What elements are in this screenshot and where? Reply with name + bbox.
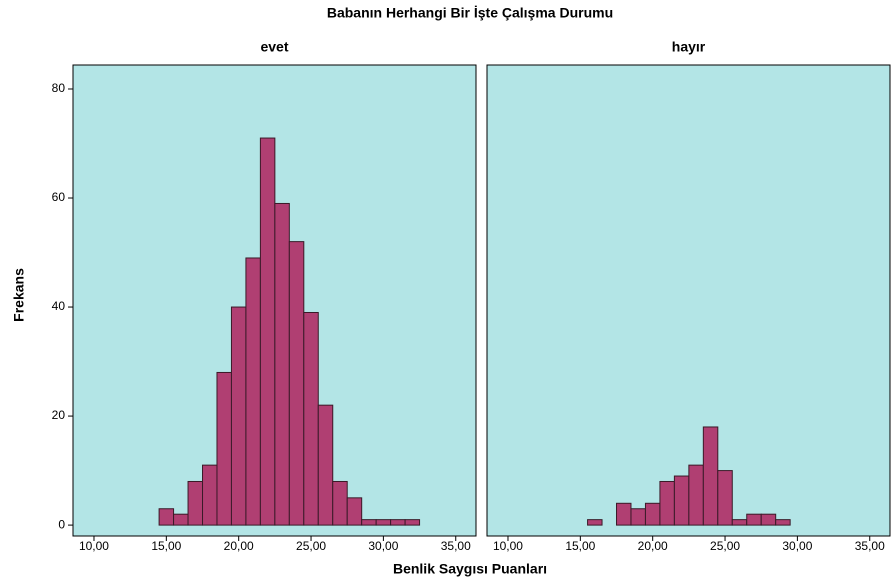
bar xyxy=(404,519,421,526)
bar xyxy=(303,311,319,526)
bar xyxy=(673,475,690,526)
x-tick-label: 35,00 xyxy=(855,539,885,553)
chart-title: Babanın Herhangi Bir İşte Çalışma Durumu xyxy=(327,5,613,21)
bar xyxy=(173,513,189,526)
bar xyxy=(202,464,218,526)
bar xyxy=(775,519,791,526)
y-tick-label: 80 xyxy=(52,81,66,95)
bar xyxy=(630,508,646,526)
bar xyxy=(702,426,719,526)
x-tick-label: 25,00 xyxy=(296,539,326,553)
x-axis-label: Benlik Saygısı Puanları xyxy=(393,561,547,577)
y-tick-label: 40 xyxy=(52,299,66,313)
bar xyxy=(216,371,232,526)
bar xyxy=(259,137,276,526)
bar xyxy=(274,202,290,526)
bar xyxy=(288,241,305,526)
panel-title: hayır xyxy=(672,39,706,55)
bar xyxy=(659,480,675,526)
bar xyxy=(616,502,632,526)
bar xyxy=(746,513,762,526)
bar xyxy=(375,519,392,526)
bar xyxy=(688,464,704,526)
x-tick-label: 15,00 xyxy=(151,539,181,553)
bar xyxy=(390,519,406,526)
bar xyxy=(317,404,334,526)
y-axis-label: Frekans xyxy=(11,268,27,322)
bar xyxy=(245,257,261,526)
bar xyxy=(760,513,777,526)
x-tick-label: 15,00 xyxy=(565,539,595,553)
x-tick-label: 30,00 xyxy=(368,539,398,553)
bar xyxy=(717,470,733,526)
x-tick-label: 20,00 xyxy=(224,539,254,553)
x-tick-label: 35,00 xyxy=(441,539,471,553)
x-tick-label: 10,00 xyxy=(79,539,109,553)
y-tick-label: 20 xyxy=(52,408,66,422)
bar xyxy=(158,508,175,526)
y-tick-label: 60 xyxy=(52,190,66,204)
bar xyxy=(361,519,377,526)
bar xyxy=(644,502,661,526)
panel xyxy=(486,64,891,537)
x-tick-label: 30,00 xyxy=(782,539,812,553)
y-tick-label: 0 xyxy=(58,517,65,531)
bar xyxy=(587,519,603,526)
x-tick-label: 10,00 xyxy=(493,539,523,553)
x-tick-label: 20,00 xyxy=(638,539,668,553)
bar xyxy=(230,306,247,526)
x-tick-label: 25,00 xyxy=(710,539,740,553)
bar xyxy=(332,480,348,526)
bar xyxy=(731,519,748,526)
panel-title: evet xyxy=(260,39,288,55)
bar xyxy=(346,497,363,526)
bar xyxy=(187,480,204,526)
